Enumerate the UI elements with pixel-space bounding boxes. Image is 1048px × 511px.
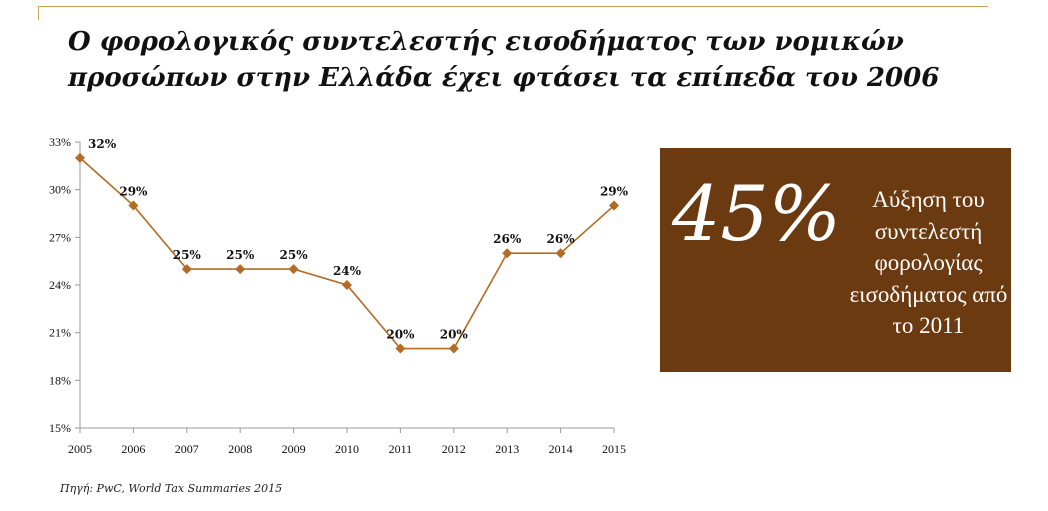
y-tick-label: 24% — [49, 278, 71, 292]
data-label: 29% — [600, 185, 629, 199]
x-axis-ticks: 2005 2006 2007 2008 2009 2010 2011 2012 2013 2014… — [68, 428, 626, 456]
highlight-value: 45% — [672, 169, 841, 258]
x-tick-label: 2008 — [228, 442, 252, 456]
data-point-marker — [128, 200, 139, 211]
y-tick-label: 21% — [49, 326, 71, 340]
highlight-description: Αύξηση του συντελεστή φορολογίας εισοδήμ… — [849, 187, 1008, 338]
title-line-1: Ο φορολογικός συντελεστής εισοδήματος τω… — [68, 27, 904, 57]
x-tick-label: 2006 — [121, 442, 145, 456]
x-tick-label: 2012 — [442, 442, 466, 456]
data-point-marker — [75, 152, 85, 163]
data-label: 29% — [119, 185, 148, 199]
data-label: 26% — [493, 232, 522, 246]
page-title: Ο φορολογικός συντελεστής εισοδήματος τω… — [68, 24, 968, 96]
x-tick-label: 2015 — [602, 442, 626, 456]
y-tick-label: 30% — [49, 183, 71, 197]
x-tick-label: 2009 — [282, 442, 306, 456]
top-rule-tick — [38, 6, 39, 20]
y-tick-label: 27% — [49, 230, 71, 244]
data-label: 25% — [226, 248, 255, 262]
y-axis-ticks: 15% 18% 21% 24% 27% 30% 33% — [49, 135, 80, 435]
data-point-marker — [235, 264, 246, 275]
data-point-marker — [395, 343, 406, 354]
data-point-marker — [609, 200, 619, 211]
source-note: Πηγή: PwC, World Tax Summaries 2015 — [60, 482, 283, 495]
y-tick-label: 18% — [49, 373, 71, 387]
top-rule — [38, 6, 988, 7]
data-label: 25% — [280, 248, 309, 262]
data-label: 20% — [440, 328, 469, 342]
x-tick-label: 2007 — [175, 442, 199, 456]
data-point-marker — [555, 248, 566, 259]
title-line-2: προσώπων στην Ελλάδα έχει φτάσει τα επίπ… — [68, 63, 940, 93]
highlight-box: 45% Αύξηση του συντελεστή φορολογίας εισ… — [660, 148, 1011, 372]
data-label: 32% — [88, 137, 117, 151]
data-point-marker — [288, 264, 299, 275]
x-tick-label: 2005 — [68, 442, 92, 456]
data-label: 20% — [386, 328, 415, 342]
data-labels: 32% 29% 25% 25% 25% 24% 20% 20% 26% 26% 29% — [88, 137, 629, 342]
data-points — [75, 152, 619, 354]
x-tick-label: 2010 — [335, 442, 359, 456]
data-point-marker — [342, 280, 352, 290]
x-tick-label: 2014 — [549, 442, 573, 456]
data-point-marker — [181, 264, 192, 275]
series-tax-rate — [79, 157, 615, 350]
data-label: 24% — [333, 264, 362, 278]
x-tick-label: 2011 — [389, 442, 413, 456]
data-label: 26% — [547, 232, 576, 246]
series-line — [79, 157, 615, 350]
data-label: 25% — [173, 248, 202, 262]
data-point-marker — [448, 343, 459, 354]
data-point-marker — [502, 248, 513, 259]
x-tick-label: 2013 — [495, 442, 519, 456]
y-tick-label: 33% — [49, 135, 71, 149]
y-tick-label: 15% — [49, 421, 71, 435]
